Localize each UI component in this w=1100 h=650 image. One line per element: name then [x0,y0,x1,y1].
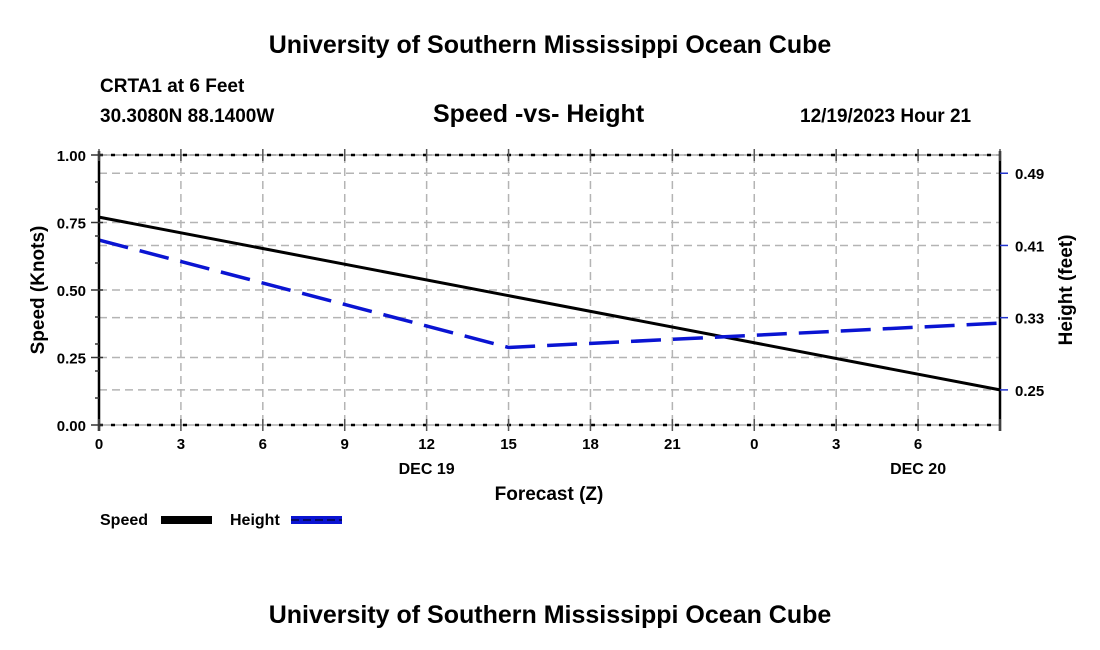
tick-labels: 0 3 6 9 12 15 18 21 0 3 6 DEC 19 DEC 20 0.00 0.25 0.50 0… [57,148,1044,478]
y-tick-label: 0.25 [57,351,86,368]
chart-title: Speed -vs- Height [433,100,645,128]
x-tick-label: 12 [418,436,435,453]
series-layer [98,215,1001,392]
page-title-bottom: University of Southern Mississippi Ocean… [268,601,832,629]
y2-tick-label: 0.33 [1015,311,1044,328]
legend-label-height: Height [230,512,280,529]
series-line-height [98,238,1001,350]
x-axis-label: Forecast (Z) [495,484,604,505]
y2-tick-label: 0.41 [1015,238,1044,255]
y-axis-label: Speed (Knots) [28,226,49,355]
y2-axis-label: Height (feet) [1056,235,1077,346]
x-tick-label: 0 [750,436,758,453]
page-title: University of Southern Mississippi Ocean… [268,31,832,59]
axes [91,149,1008,431]
coordinates-label: 30.3080N 88.1400W [100,106,275,127]
legend-label-speed: Speed [100,512,148,529]
y2-tick-label: 0.49 [1015,166,1044,183]
x-tick-label: 18 [582,436,599,453]
y2-tick-label: 0.25 [1015,383,1044,400]
x-tick-label: 15 [500,436,517,453]
x-date-label: DEC 20 [890,461,946,478]
x-tick-label: 3 [177,436,185,453]
grid [99,154,1000,425]
x-tick-label: 3 [832,436,840,453]
datetime-label: 12/19/2023 Hour 21 [800,106,972,127]
x-tick-label: 9 [341,436,349,453]
x-tick-label: 0 [95,436,103,453]
y-tick-label: 0.00 [57,418,86,435]
y-tick-label: 1.00 [57,148,86,165]
x-tick-label: 6 [914,436,922,453]
y-tick-label: 0.50 [57,283,86,300]
station-label: CRTA1 at 6 Feet [100,76,245,97]
x-tick-label: 6 [259,436,267,453]
legend: Speed Height [100,512,342,529]
x-tick-label: 21 [664,436,681,453]
series-line-speed [98,215,1001,392]
y-tick-label: 0.75 [57,216,86,233]
x-date-label: DEC 19 [399,461,455,478]
